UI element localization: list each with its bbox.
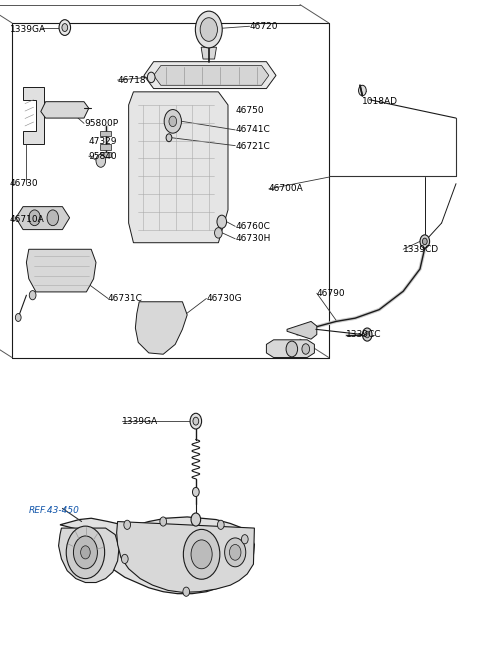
Circle shape [286, 341, 298, 357]
Circle shape [166, 134, 172, 142]
Circle shape [124, 520, 131, 529]
Circle shape [190, 413, 202, 429]
Text: 46730G: 46730G [206, 294, 242, 303]
Circle shape [73, 536, 97, 569]
Circle shape [62, 24, 68, 31]
Text: 46741C: 46741C [235, 125, 270, 134]
Circle shape [96, 154, 106, 167]
Circle shape [59, 20, 71, 35]
Polygon shape [60, 517, 254, 594]
Circle shape [215, 228, 222, 238]
Circle shape [191, 513, 201, 526]
Circle shape [217, 215, 227, 228]
Circle shape [229, 544, 241, 560]
Polygon shape [287, 321, 317, 339]
Text: 46730: 46730 [10, 179, 38, 188]
Text: 95800P: 95800P [84, 119, 118, 128]
Text: 46721C: 46721C [235, 142, 270, 152]
Polygon shape [26, 249, 96, 292]
Text: REF.43-450: REF.43-450 [29, 506, 80, 515]
Circle shape [147, 72, 155, 83]
Text: REF.43-450: REF.43-450 [29, 506, 80, 515]
Circle shape [66, 526, 105, 579]
Polygon shape [100, 152, 111, 157]
Circle shape [359, 85, 366, 96]
Polygon shape [129, 92, 228, 243]
Text: 46760C: 46760C [235, 222, 270, 232]
Text: 47329: 47329 [89, 137, 117, 146]
Polygon shape [59, 528, 119, 583]
Text: 95840: 95840 [89, 152, 118, 161]
Text: 46731C: 46731C [108, 294, 143, 303]
Circle shape [15, 314, 21, 321]
Circle shape [29, 291, 36, 300]
Circle shape [164, 110, 181, 133]
Circle shape [302, 344, 310, 354]
Circle shape [365, 331, 370, 338]
Circle shape [183, 529, 220, 579]
Circle shape [183, 587, 190, 596]
Text: 1339CC: 1339CC [346, 330, 381, 339]
Circle shape [217, 520, 224, 529]
Circle shape [192, 487, 199, 497]
Text: 1339CD: 1339CD [403, 245, 439, 254]
Text: 1018AD: 1018AD [362, 97, 398, 106]
Polygon shape [266, 340, 314, 358]
Circle shape [29, 210, 40, 226]
Circle shape [121, 554, 128, 564]
Polygon shape [154, 66, 269, 85]
Text: 46720: 46720 [250, 22, 278, 31]
Circle shape [200, 18, 217, 41]
Circle shape [241, 535, 248, 544]
Text: 1339GA: 1339GA [122, 417, 158, 426]
Polygon shape [117, 522, 254, 592]
Polygon shape [41, 102, 89, 118]
Text: 46750: 46750 [235, 106, 264, 115]
Circle shape [362, 328, 372, 341]
Circle shape [225, 538, 246, 567]
Text: 46790: 46790 [317, 289, 346, 298]
Polygon shape [100, 131, 111, 136]
Polygon shape [100, 144, 111, 150]
Polygon shape [23, 87, 44, 144]
Text: 46730H: 46730H [235, 234, 271, 243]
Circle shape [81, 546, 90, 559]
Polygon shape [201, 47, 216, 59]
Text: 46700A: 46700A [269, 184, 303, 194]
Text: 1339GA: 1339GA [10, 25, 46, 34]
Circle shape [169, 116, 177, 127]
Circle shape [420, 235, 430, 248]
Circle shape [160, 517, 167, 526]
Text: 46710A: 46710A [10, 215, 44, 224]
Circle shape [47, 210, 59, 226]
Circle shape [191, 540, 212, 569]
Polygon shape [16, 207, 70, 230]
Text: 46718: 46718 [118, 75, 146, 85]
Circle shape [195, 11, 222, 48]
Circle shape [193, 417, 199, 425]
Polygon shape [144, 62, 276, 89]
Circle shape [422, 238, 427, 245]
Polygon shape [135, 302, 187, 354]
